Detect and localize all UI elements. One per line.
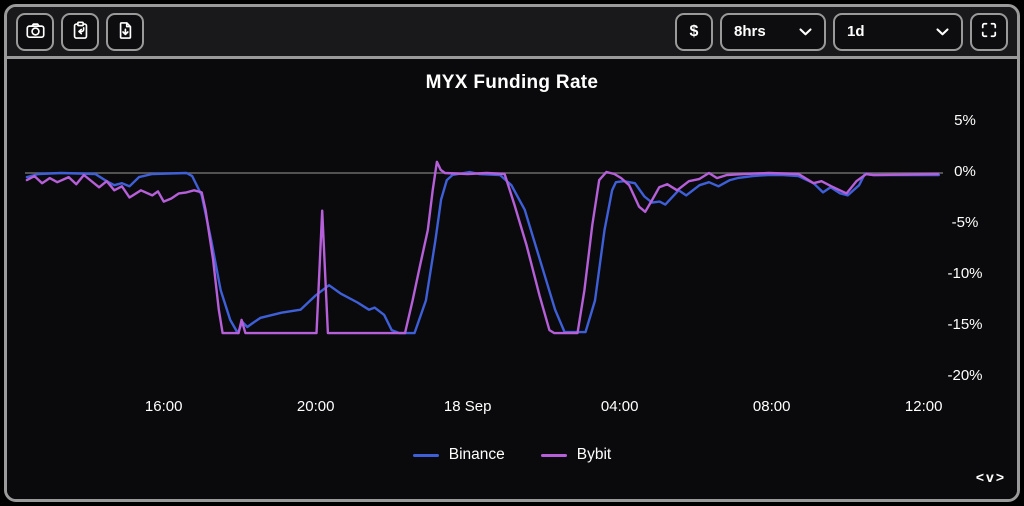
legend-item-bybit[interactable]: Bybit — [540, 446, 612, 464]
currency-toggle-button[interactable]: $ — [675, 12, 713, 51]
pager-collapse-button[interactable]: v — [986, 469, 995, 485]
camera-icon — [25, 20, 46, 44]
y-tick-label: -15% — [947, 316, 983, 333]
x-tick-label: 04:00 — [600, 398, 639, 415]
clipboard-import-icon — [70, 20, 91, 44]
y-tick-label: -20% — [947, 367, 983, 384]
x-tick-label: 08:00 — [752, 398, 791, 415]
toolbar: $ 8hrs 1d — [7, 7, 1017, 56]
series-line-binance — [25, 170, 941, 335]
x-tick-label: 16:00 — [144, 398, 183, 415]
chart-legend: Binance Bybit — [7, 446, 1017, 464]
y-tick-label: 5% — [954, 112, 976, 129]
x-tick-label: 12:00 — [904, 398, 943, 415]
dollar-label: $ — [689, 22, 699, 40]
toolbar-right-group: $ 8hrs 1d — [675, 12, 1008, 51]
x-tick-label: 20:00 — [296, 398, 335, 415]
timeframe-select[interactable]: 1d — [833, 12, 963, 51]
legend-swatch — [412, 453, 439, 457]
y-tick-label: -5% — [951, 214, 979, 231]
chevron-down-icon — [799, 23, 812, 40]
chevron-down-icon — [936, 23, 949, 40]
screenshot-button[interactable] — [16, 12, 54, 51]
legend-item-binance[interactable]: Binance — [412, 446, 505, 464]
y-tick-label: -10% — [947, 265, 983, 282]
legend-label: Bybit — [576, 446, 612, 463]
timeframe-value: 1d — [847, 23, 865, 40]
x-tick-label: 18 Sep — [443, 398, 492, 415]
widget-frame: $ 8hrs 1d — [4, 4, 1020, 502]
legend-label: Binance — [448, 446, 505, 463]
chart-panel: MYX Funding Rate 5% 0% -5% -10% -15% -20% 16:… — [7, 56, 1017, 499]
funding-rate-plot[interactable] — [7, 59, 1017, 499]
toolbar-left-group — [16, 12, 144, 51]
series-line-bybit — [25, 160, 940, 335]
download-data-button[interactable] — [106, 12, 144, 51]
legend-swatch — [540, 453, 567, 457]
chart-pager: < v > — [976, 469, 1005, 485]
file-download-icon — [115, 20, 136, 44]
pager-next-button[interactable]: > — [995, 469, 1005, 485]
y-tick-label: 0% — [954, 163, 976, 180]
copy-to-clipboard-button[interactable] — [61, 12, 99, 51]
pager-prev-button[interactable]: < — [975, 469, 986, 485]
chart-title: MYX Funding Rate — [425, 72, 599, 93]
fullscreen-corners-icon — [979, 20, 999, 43]
funding-interval-select[interactable]: 8hrs — [720, 12, 826, 51]
funding-interval-value: 8hrs — [734, 23, 766, 40]
fullscreen-button[interactable] — [970, 12, 1008, 51]
